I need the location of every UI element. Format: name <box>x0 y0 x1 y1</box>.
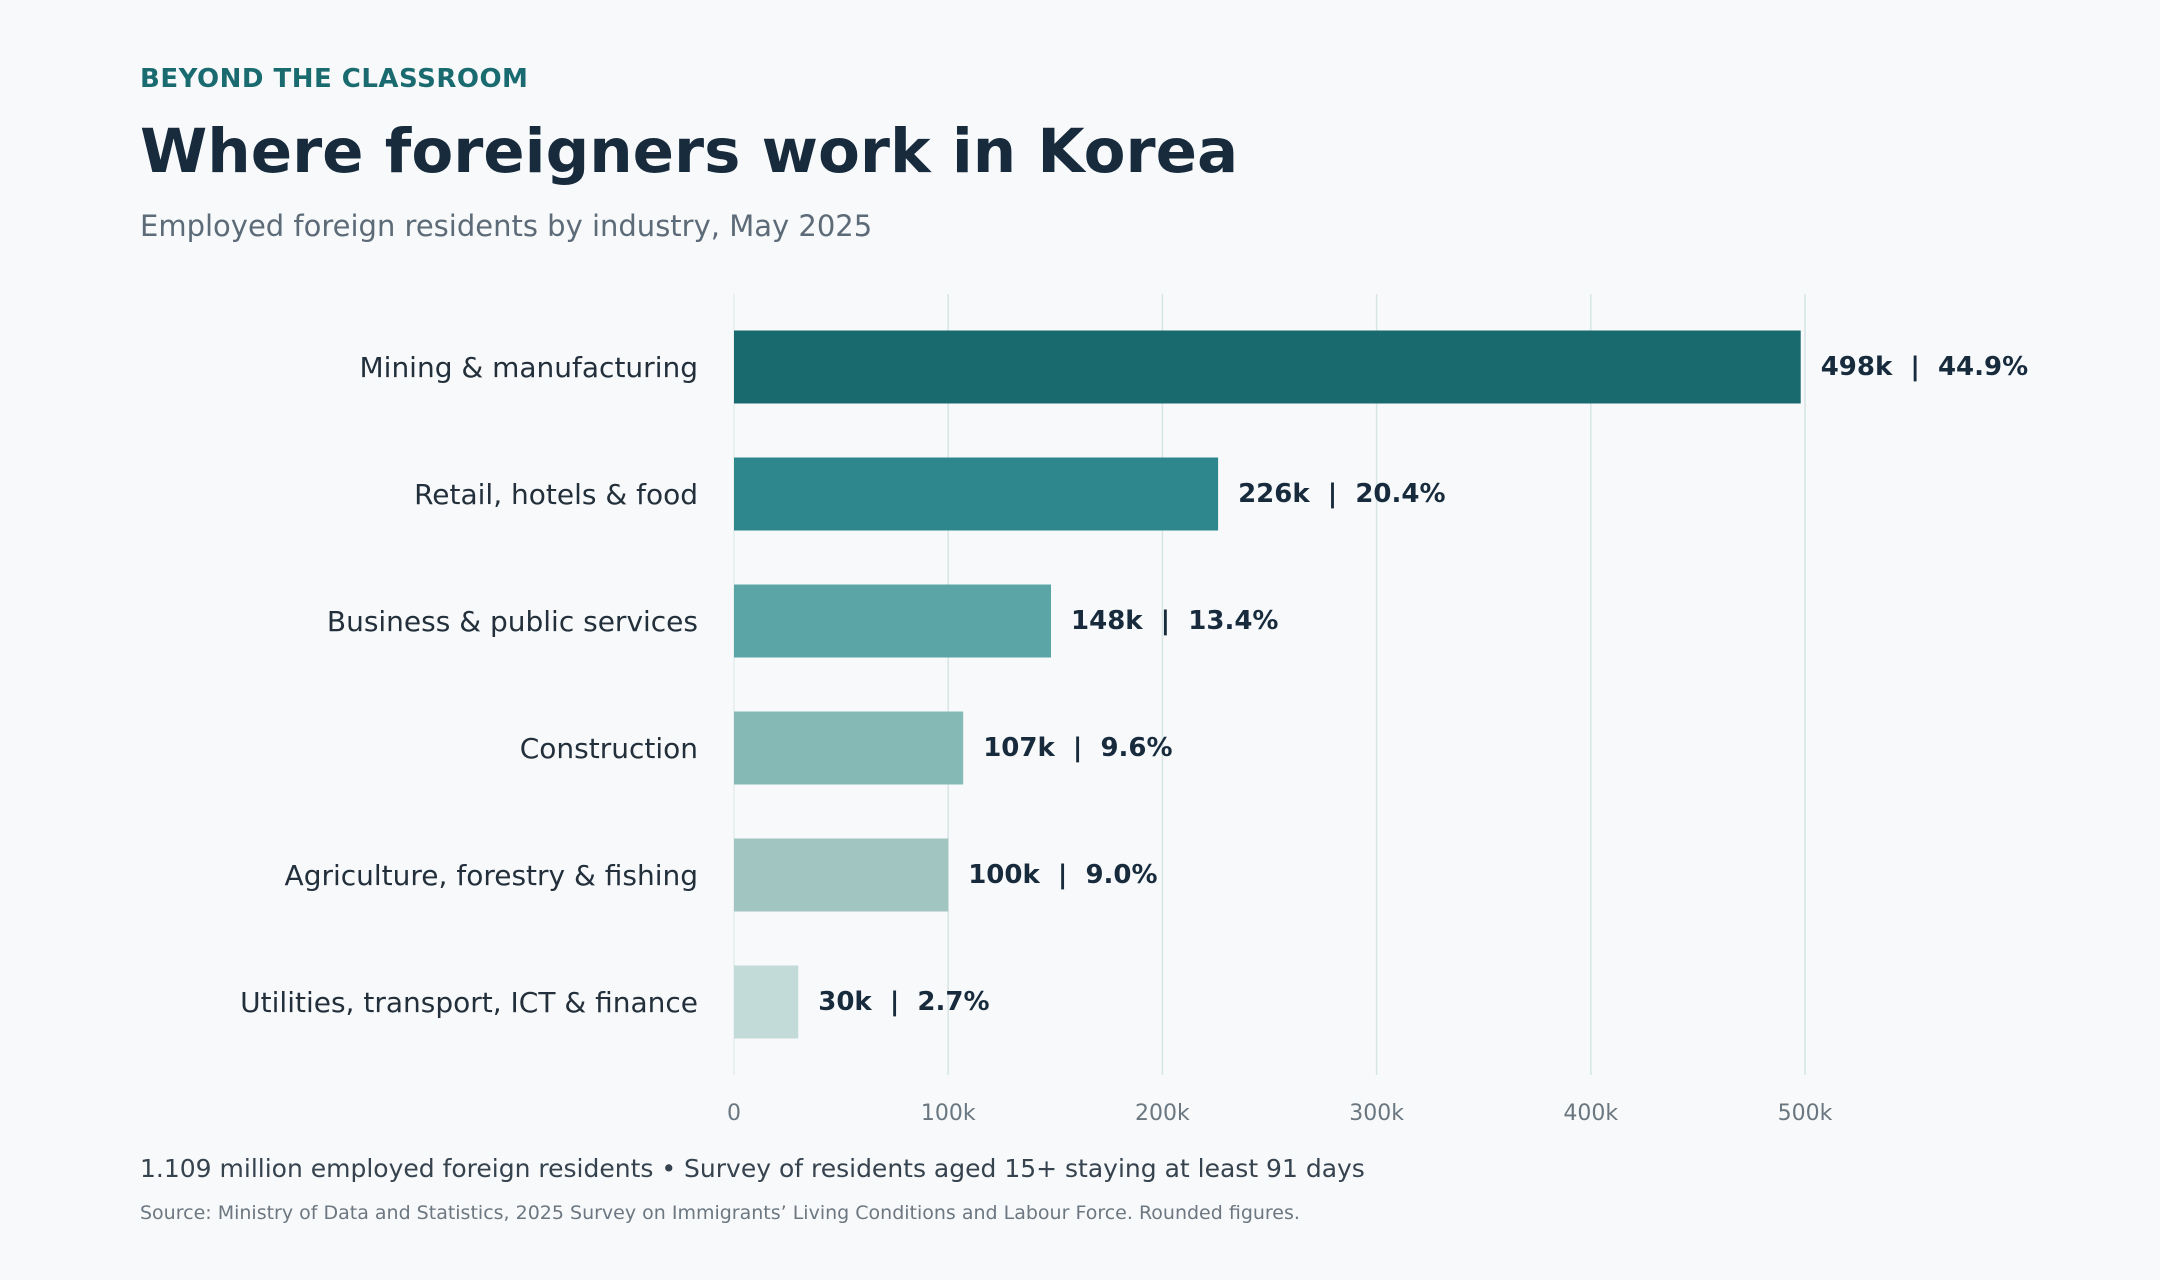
category-label: Mining & manufacturing <box>360 351 699 384</box>
data-label: 226k | 20.4% <box>1238 479 1445 509</box>
x-tick-label: 200k <box>1135 1101 1190 1126</box>
category-label: Construction <box>520 732 698 765</box>
data-label: 30k | 2.7% <box>818 987 989 1017</box>
x-tick-label: 0 <box>727 1101 741 1126</box>
bar <box>734 457 1219 531</box>
data-label: 107k | 9.6% <box>983 733 1172 763</box>
source-note: Source: Ministry of Data and Statistics,… <box>140 1202 1300 1224</box>
bar <box>734 838 949 912</box>
bar <box>734 584 1052 658</box>
data-label: 100k | 9.0% <box>968 860 1157 890</box>
data-label: 498k | 44.9% <box>1821 352 2028 382</box>
category-label: Retail, hotels & food <box>414 478 698 511</box>
footnote: 1.109 million employed foreign residents… <box>140 1154 1365 1183</box>
x-tick-label: 300k <box>1349 1101 1404 1126</box>
category-label: Agriculture, forestry & fishing <box>285 859 698 892</box>
page-subtitle: Employed foreign residents by industry, … <box>140 209 873 243</box>
x-tick-label: 500k <box>1778 1101 1833 1126</box>
data-label: 148k | 13.4% <box>1071 606 1278 636</box>
x-tick-label: 400k <box>1563 1101 1618 1126</box>
bar <box>734 330 1801 404</box>
x-tick-label: 100k <box>921 1101 976 1126</box>
page-title: Where foreigners work in Korea <box>140 116 1239 187</box>
bar <box>734 711 964 785</box>
section-kicker: BEYOND THE CLASSROOM <box>140 64 529 94</box>
category-label: Business & public services <box>327 605 698 638</box>
category-label: Utilities, transport, ICT & finance <box>240 986 698 1019</box>
bar <box>734 965 799 1039</box>
